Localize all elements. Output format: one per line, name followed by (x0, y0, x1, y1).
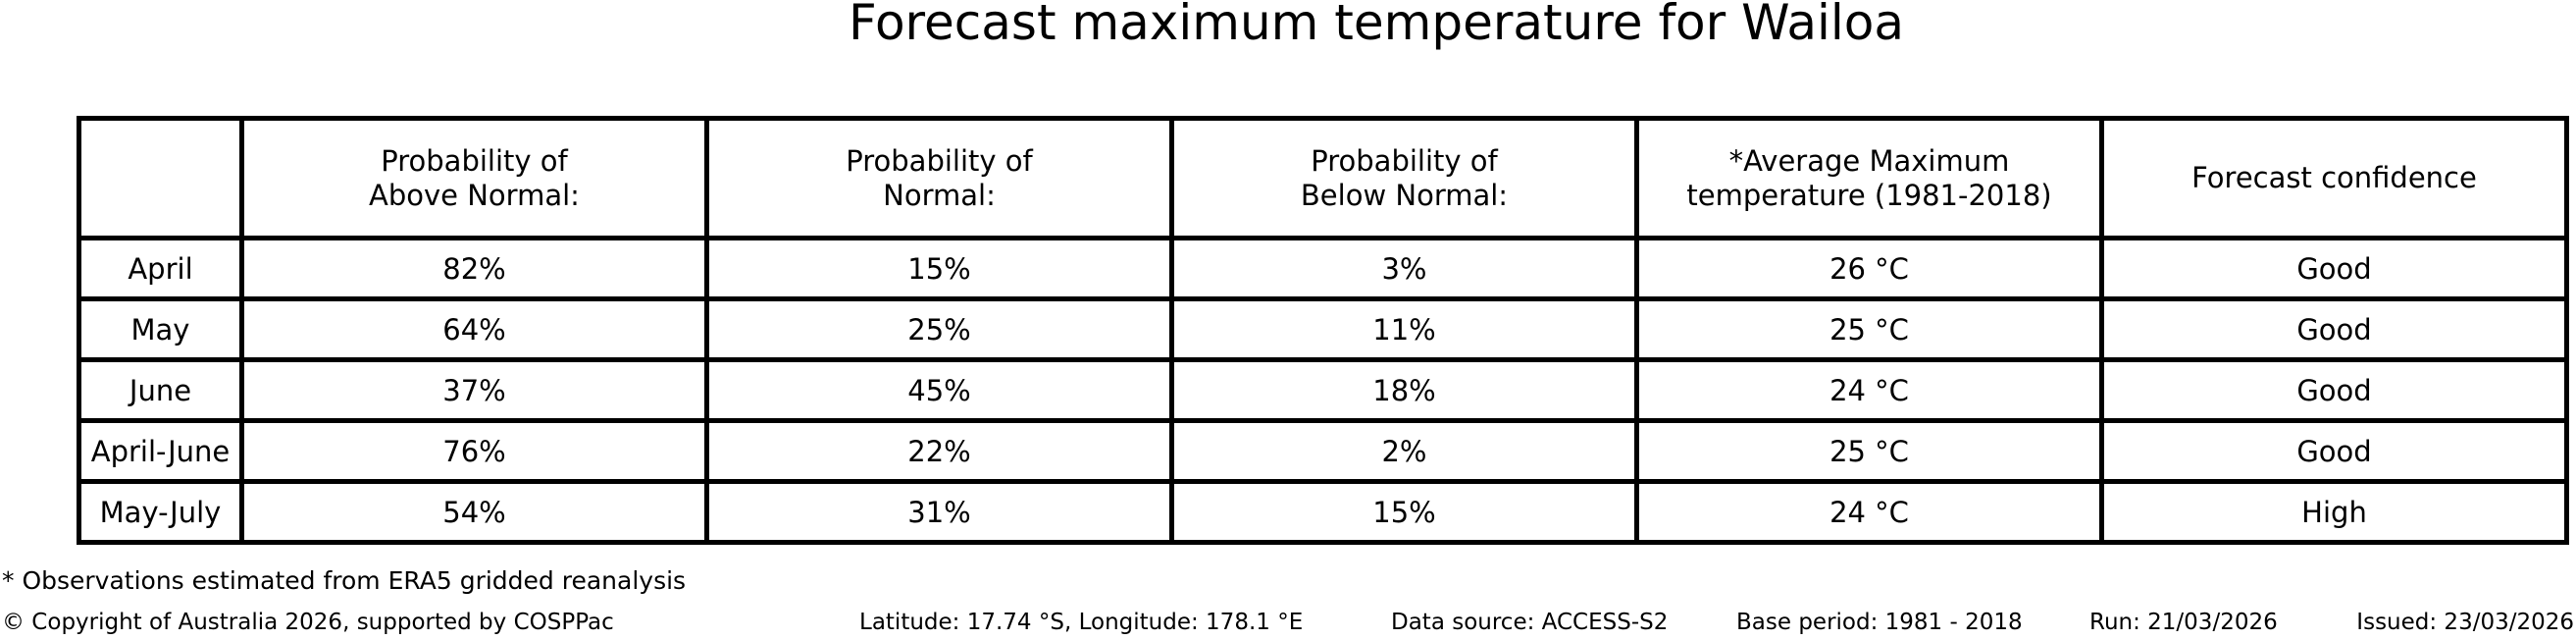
row-label: June (77, 357, 244, 423)
base-period-text: Base period: 1981 - 2018 (1736, 610, 2023, 635)
column-header-normal: Probability of Normal: (704, 116, 1174, 240)
column-header-below-normal: Probability of Below Normal: (1169, 116, 1639, 240)
table-cell: Good (2099, 418, 2569, 484)
table-cell: 2% (1169, 418, 1639, 484)
row-label: April-June (77, 418, 244, 484)
table-cell: Good (2099, 296, 2569, 362)
table-row-april-june: April-June 76% 22% 2% 25 °C Good (77, 418, 2569, 484)
row-label: May-July (77, 479, 244, 545)
table-row-april: April 82% 15% 3% 26 °C Good (77, 236, 2569, 301)
table-cell: 25 °C (1634, 296, 2104, 362)
table-header-row: Probability of Above Normal: Probability… (77, 116, 2569, 240)
table-cell: 15% (704, 236, 1174, 301)
corner-cell (77, 116, 244, 240)
page-title: Forecast maximum temperature for Wailoa (848, 0, 1904, 51)
forecast-table: Probability of Above Normal: Probability… (77, 116, 2569, 545)
row-label: April (77, 236, 244, 301)
table-row-may-july: May-July 54% 31% 15% 24 °C High (77, 479, 2569, 545)
table-cell: Good (2099, 357, 2569, 423)
table-cell: 25 °C (1634, 418, 2104, 484)
table-cell: 22% (704, 418, 1174, 484)
table-cell: 15% (1169, 479, 1639, 545)
table-cell: 31% (704, 479, 1174, 545)
table-cell: 18% (1169, 357, 1639, 423)
table-cell: 64% (239, 296, 709, 362)
run-date-text: Run: 21/03/2026 (2089, 610, 2278, 635)
table-cell: 37% (239, 357, 709, 423)
table-cell: 24 °C (1634, 357, 2104, 423)
table-cell: 3% (1169, 236, 1639, 301)
table-row-june: June 37% 45% 18% 24 °C Good (77, 357, 2569, 423)
table-cell: 45% (704, 357, 1174, 423)
table-row-may: May 64% 25% 11% 25 °C Good (77, 296, 2569, 362)
column-header-average-max-temp: *Average Maximum temperature (1981-2018) (1634, 116, 2104, 240)
table-cell: 24 °C (1634, 479, 2104, 545)
issued-date-text: Issued: 23/03/2026 (2356, 610, 2574, 635)
copyright-text: © Copyright of Australia 2026, supported… (2, 610, 614, 635)
column-header-above-normal: Probability of Above Normal: (239, 116, 709, 240)
table-cell: 76% (239, 418, 709, 484)
row-label: May (77, 296, 244, 362)
table-cell: 11% (1169, 296, 1639, 362)
table-cell: 25% (704, 296, 1174, 362)
observations-footnote: * Observations estimated from ERA5 gridd… (2, 566, 687, 595)
column-header-forecast-confidence: Forecast confidence (2099, 116, 2569, 240)
table-cell: 82% (239, 236, 709, 301)
data-source-text: Data source: ACCESS-S2 (1391, 610, 1669, 635)
table-cell: Good (2099, 236, 2569, 301)
table-cell: 54% (239, 479, 709, 545)
location-text: Latitude: 17.74 °S, Longitude: 178.1 °E (859, 610, 1304, 635)
table-cell: 26 °C (1634, 236, 2104, 301)
table-cell: High (2099, 479, 2569, 545)
